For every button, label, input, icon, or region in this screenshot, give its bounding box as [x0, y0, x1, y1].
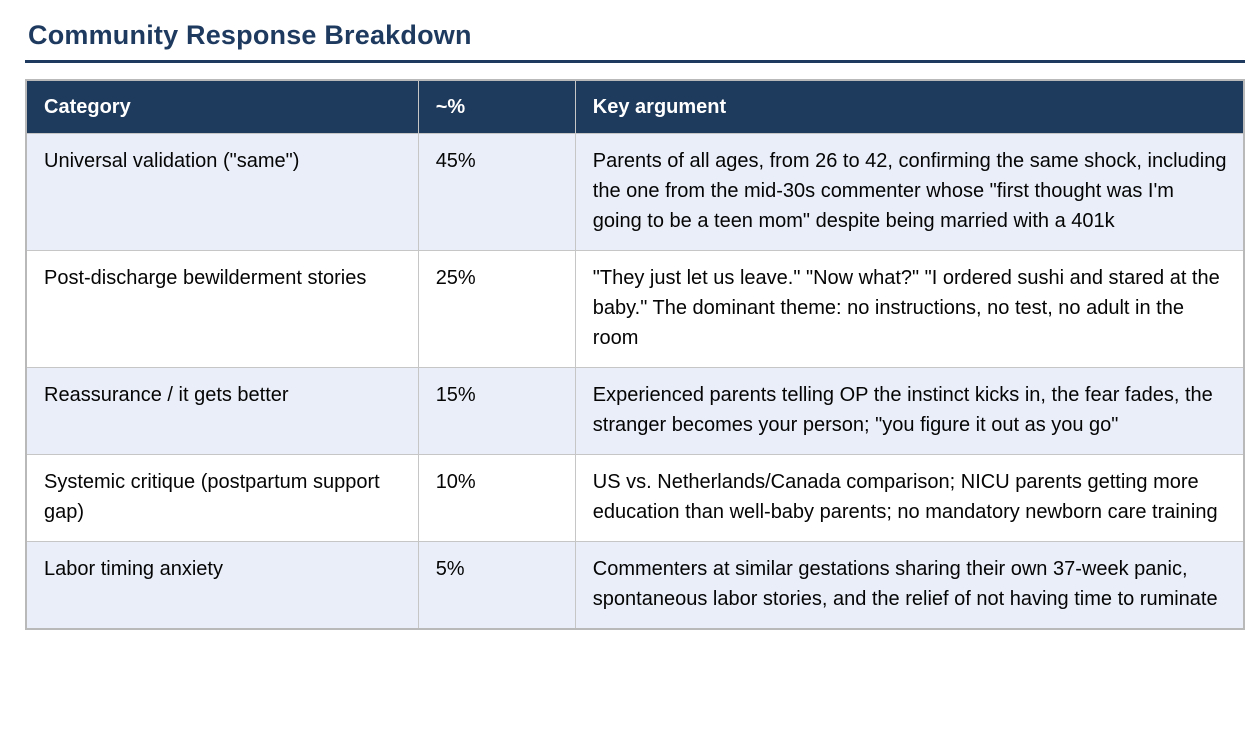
page-title: Community Response Breakdown	[28, 20, 472, 50]
column-header-category: Category	[25, 79, 419, 134]
table-row: Reassurance / it gets better 15% Experie…	[25, 367, 1245, 455]
cell-key-argument: Experienced parents telling OP the insti…	[574, 367, 1245, 455]
column-header-key-argument: Key argument	[574, 79, 1245, 134]
cell-category: Reassurance / it gets better	[25, 367, 419, 455]
table-row: Systemic critique (postpartum support ga…	[25, 454, 1245, 542]
cell-percent: 5%	[417, 541, 576, 630]
cell-category: Systemic critique (postpartum support ga…	[25, 454, 419, 542]
table-row: Post-discharge bewilderment stories 25% …	[25, 250, 1245, 368]
table-row: Labor timing anxiety 5% Commenters at si…	[25, 541, 1245, 630]
cell-category: Universal validation ("same")	[25, 133, 419, 251]
table-header: Category ~% Key argument	[25, 79, 1245, 134]
table-row: Universal validation ("same") 45% Parent…	[25, 133, 1245, 251]
cell-percent: 25%	[417, 250, 576, 368]
cell-key-argument: "They just let us leave." "Now what?" "I…	[574, 250, 1245, 368]
cell-key-argument: Parents of all ages, from 26 to 42, conf…	[574, 133, 1245, 251]
header-row: Category ~% Key argument	[25, 79, 1245, 134]
cell-percent: 15%	[417, 367, 576, 455]
cell-key-argument: Commenters at similar gestations sharing…	[574, 541, 1245, 630]
column-header-percent: ~%	[417, 79, 576, 134]
cell-percent: 10%	[417, 454, 576, 542]
title-block: Community Response Breakdown	[25, 20, 1245, 63]
community-response-table: Category ~% Key argument Universal valid…	[25, 79, 1245, 630]
cell-category: Post-discharge bewilderment stories	[25, 250, 419, 368]
cell-category: Labor timing anxiety	[25, 541, 419, 630]
cell-key-argument: US vs. Netherlands/Canada comparison; NI…	[574, 454, 1245, 542]
table-body: Universal validation ("same") 45% Parent…	[25, 133, 1245, 630]
cell-percent: 45%	[417, 133, 576, 251]
